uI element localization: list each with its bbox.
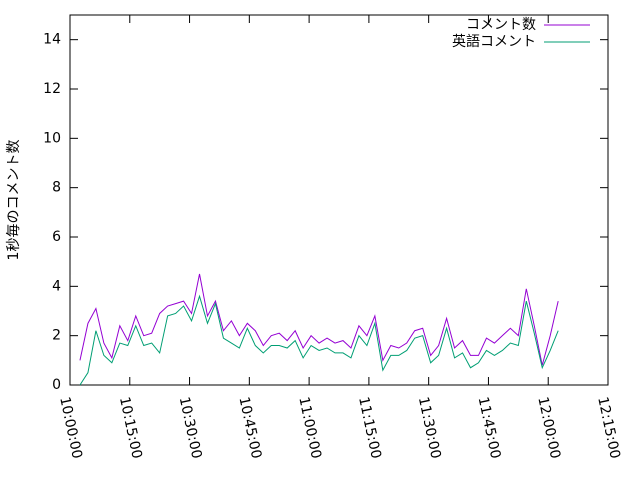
y-tick-label: 12 <box>43 81 61 97</box>
y-axis-label: 1秒毎のコメント数 <box>6 140 22 261</box>
x-tick-label: 11:45:00 <box>475 395 504 460</box>
x-tick-label: 10:00:00 <box>56 395 85 460</box>
y-tick-label: 6 <box>52 229 61 245</box>
x-tick-label: 10:45:00 <box>236 395 265 460</box>
series-line <box>79 294 559 386</box>
y-tick-label: 10 <box>43 130 61 146</box>
legend-label: 英語コメント <box>452 33 536 50</box>
plot-frame <box>69 14 609 386</box>
x-tick-label: 10:15:00 <box>116 395 145 460</box>
x-tick-label: 12:15:00 <box>594 395 623 460</box>
x-tick-label: 12:00:00 <box>534 395 563 460</box>
x-tick-label: 11:30:00 <box>415 395 444 460</box>
y-tick-label: 8 <box>52 180 61 196</box>
y-tick-label: 2 <box>52 328 61 344</box>
x-tick-label: 11:00:00 <box>295 395 324 460</box>
y-tick-label: 0 <box>52 377 61 393</box>
series-line <box>79 273 559 366</box>
y-tick-label: 4 <box>52 278 61 294</box>
x-tick-label: 11:15:00 <box>355 395 384 460</box>
x-tick-label: 10:30:00 <box>176 395 205 460</box>
y-tick-label: 14 <box>43 32 61 48</box>
legend-label: コメント数 <box>466 17 536 33</box>
